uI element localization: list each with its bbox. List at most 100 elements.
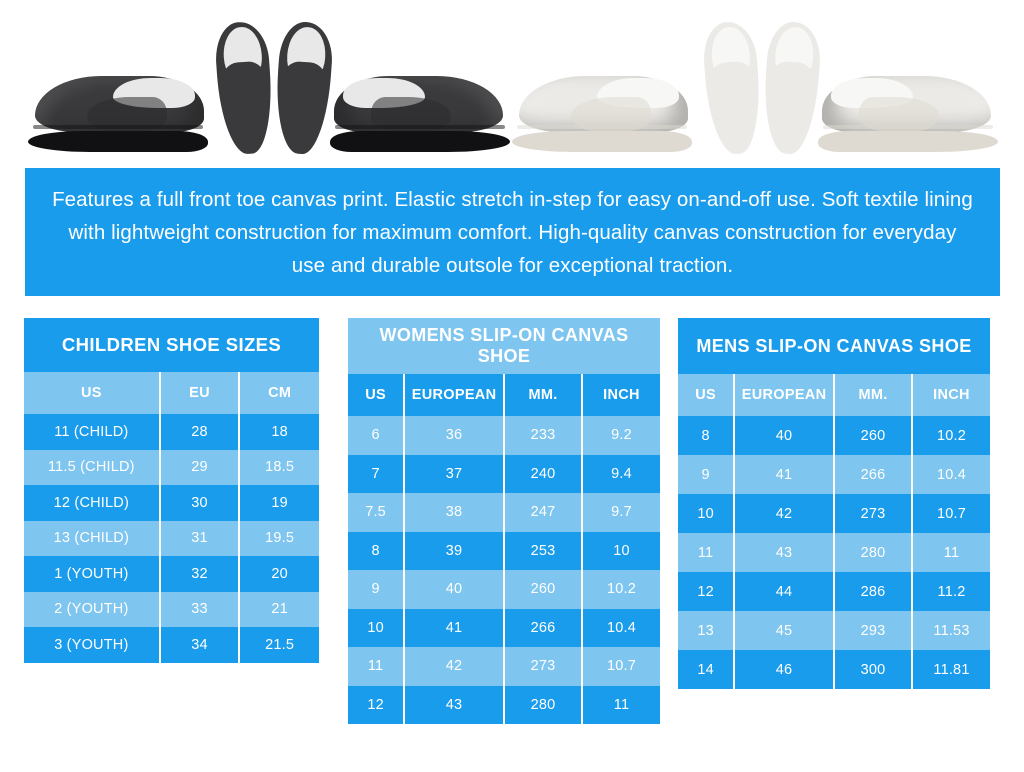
shoe-side-profile (330, 76, 510, 152)
table-row: 3 (YOUTH) 34 21.5 (24, 627, 319, 663)
table-cell: 3 (YOUTH) (24, 627, 160, 663)
shoe-top-left-foot (701, 20, 764, 156)
table-row: 13 (CHILD) 31 19.5 (24, 520, 319, 556)
table-row: 11.5 (CHILD) 29 18.5 (24, 449, 319, 485)
table-row: 2 (YOUTH) 33 21 (24, 591, 319, 627)
table-cell: 31 (158, 520, 240, 556)
shoe-side-profile (512, 76, 692, 152)
table-cell: 11 (910, 533, 990, 572)
table-cell: 11 (580, 685, 660, 724)
table-row: 13 45 293 11.53 (678, 611, 990, 650)
table-row: 11 42 273 10.7 (348, 647, 660, 686)
table-row: 12 43 280 11 (348, 685, 660, 724)
table-title: CHILDREN SHOE SIZES (24, 318, 319, 372)
shoe-outsole (28, 131, 208, 152)
shoe-outsole (818, 131, 998, 152)
table-cell: 12 (678, 572, 735, 611)
table-cell: 10.7 (580, 647, 660, 686)
table-title: WOMENS SLIP-ON CANVAS SHOE (348, 318, 660, 374)
table-cell: 46 (733, 650, 834, 689)
table-cell: 32 (158, 556, 240, 592)
table-cell: 280 (502, 685, 582, 724)
table-cell: 20 (238, 556, 319, 592)
table-cell: 10.4 (580, 608, 660, 647)
table-cell: 21.5 (238, 627, 319, 663)
table-cell: 273 (502, 647, 582, 686)
table-cell: 9.2 (580, 416, 660, 455)
table-title-row: CHILDREN SHOE SIZES (24, 318, 319, 372)
table-cell: 266 (502, 608, 582, 647)
table-row: 12 (CHILD) 30 19 (24, 485, 319, 521)
table-title-row: MENS SLIP-ON CANVAS SHOE (678, 318, 990, 374)
table-cell: 43 (733, 533, 834, 572)
mens-shoe-size-table: MENS SLIP-ON CANVAS SHOE US EUROPEAN MM. INC… (678, 318, 990, 689)
table-cell: 2 (YOUTH) (24, 591, 160, 627)
table-cell: 266 (832, 455, 912, 494)
table-cell: 11 (678, 533, 735, 572)
table-cell: 240 (502, 454, 582, 493)
table-cell: 9.4 (580, 454, 660, 493)
table-row: 1 (YOUTH) 32 20 (24, 556, 319, 592)
table-cell: 7 (348, 454, 405, 493)
table-cell: 11 (CHILD) (24, 414, 160, 450)
table-header-row: US EUROPEAN MM. INCH (348, 374, 660, 416)
product-description-text: Features a full front toe canvas print. … (52, 187, 973, 277)
table-cell: 38 (403, 493, 504, 532)
table-cell: 8 (678, 416, 735, 455)
column-header: US (678, 374, 735, 416)
table-cell: 28 (158, 414, 240, 450)
table-cell: 260 (502, 570, 582, 609)
table-row: 14 46 300 11.81 (678, 650, 990, 689)
shoe-top-pair (701, 20, 823, 156)
column-header: US (24, 372, 160, 414)
table-cell: 13 (CHILD) (24, 520, 160, 556)
table-cell: 42 (403, 647, 504, 686)
table-cell: 11.5 (CHILD) (24, 449, 160, 485)
table-cell: 45 (733, 611, 834, 650)
table-cell: 29 (158, 449, 240, 485)
table-cell: 40 (403, 570, 504, 609)
table-cell: 10.7 (910, 494, 990, 533)
table-cell: 286 (832, 572, 912, 611)
table-cell: 9 (348, 570, 405, 609)
table-cell: 273 (832, 494, 912, 533)
column-header: EUROPEAN (733, 374, 834, 416)
shoe-side-profile (818, 76, 998, 152)
table-cell: 293 (832, 611, 912, 650)
table-cell: 9 (678, 455, 735, 494)
table-cell: 10 (580, 531, 660, 570)
white-slip-on-top-pair-view (701, 0, 823, 166)
table-cell: 18.5 (238, 449, 319, 485)
table-cell: 9.7 (580, 493, 660, 532)
table-cell: 12 (CHILD) (24, 485, 160, 521)
table-cell: 11.2 (910, 572, 990, 611)
table-row: 9 41 266 10.4 (678, 455, 990, 494)
table-cell: 10.2 (910, 416, 990, 455)
table-row: 11 43 280 11 (678, 533, 990, 572)
table-cell: 18 (238, 414, 319, 450)
shoe-sole-stripe (823, 125, 993, 130)
column-header: MM. (502, 374, 582, 416)
table-cell: 44 (733, 572, 834, 611)
column-header: INCH (910, 374, 990, 416)
column-header: MM. (832, 374, 912, 416)
table-header-row: US EUROPEAN MM. INCH (678, 374, 990, 416)
table-cell: 11.53 (910, 611, 990, 650)
shoe-top-left-foot (213, 20, 276, 156)
table-cell: 280 (832, 533, 912, 572)
table-cell: 33 (158, 591, 240, 627)
table-cell: 10.2 (580, 570, 660, 609)
table-row: 7 37 240 9.4 (348, 454, 660, 493)
table-cell: 260 (832, 416, 912, 455)
table-row: 11 (CHILD) 28 18 (24, 414, 319, 450)
table-cell: 40 (733, 416, 834, 455)
table-row: 9 40 260 10.2 (348, 570, 660, 609)
table-title-row: WOMENS SLIP-ON CANVAS SHOE (348, 318, 660, 374)
table-cell: 19.5 (238, 520, 319, 556)
table-cell: 42 (733, 494, 834, 533)
table-row: 8 39 253 10 (348, 531, 660, 570)
table-cell: 34 (158, 627, 240, 663)
table-row: 8 40 260 10.2 (678, 416, 990, 455)
table-row: 7.5 38 247 9.7 (348, 493, 660, 532)
size-charts-area: CHILDREN SHOE SIZES US EU CM 11 (CHILD) 28 18 1… (0, 318, 1024, 758)
